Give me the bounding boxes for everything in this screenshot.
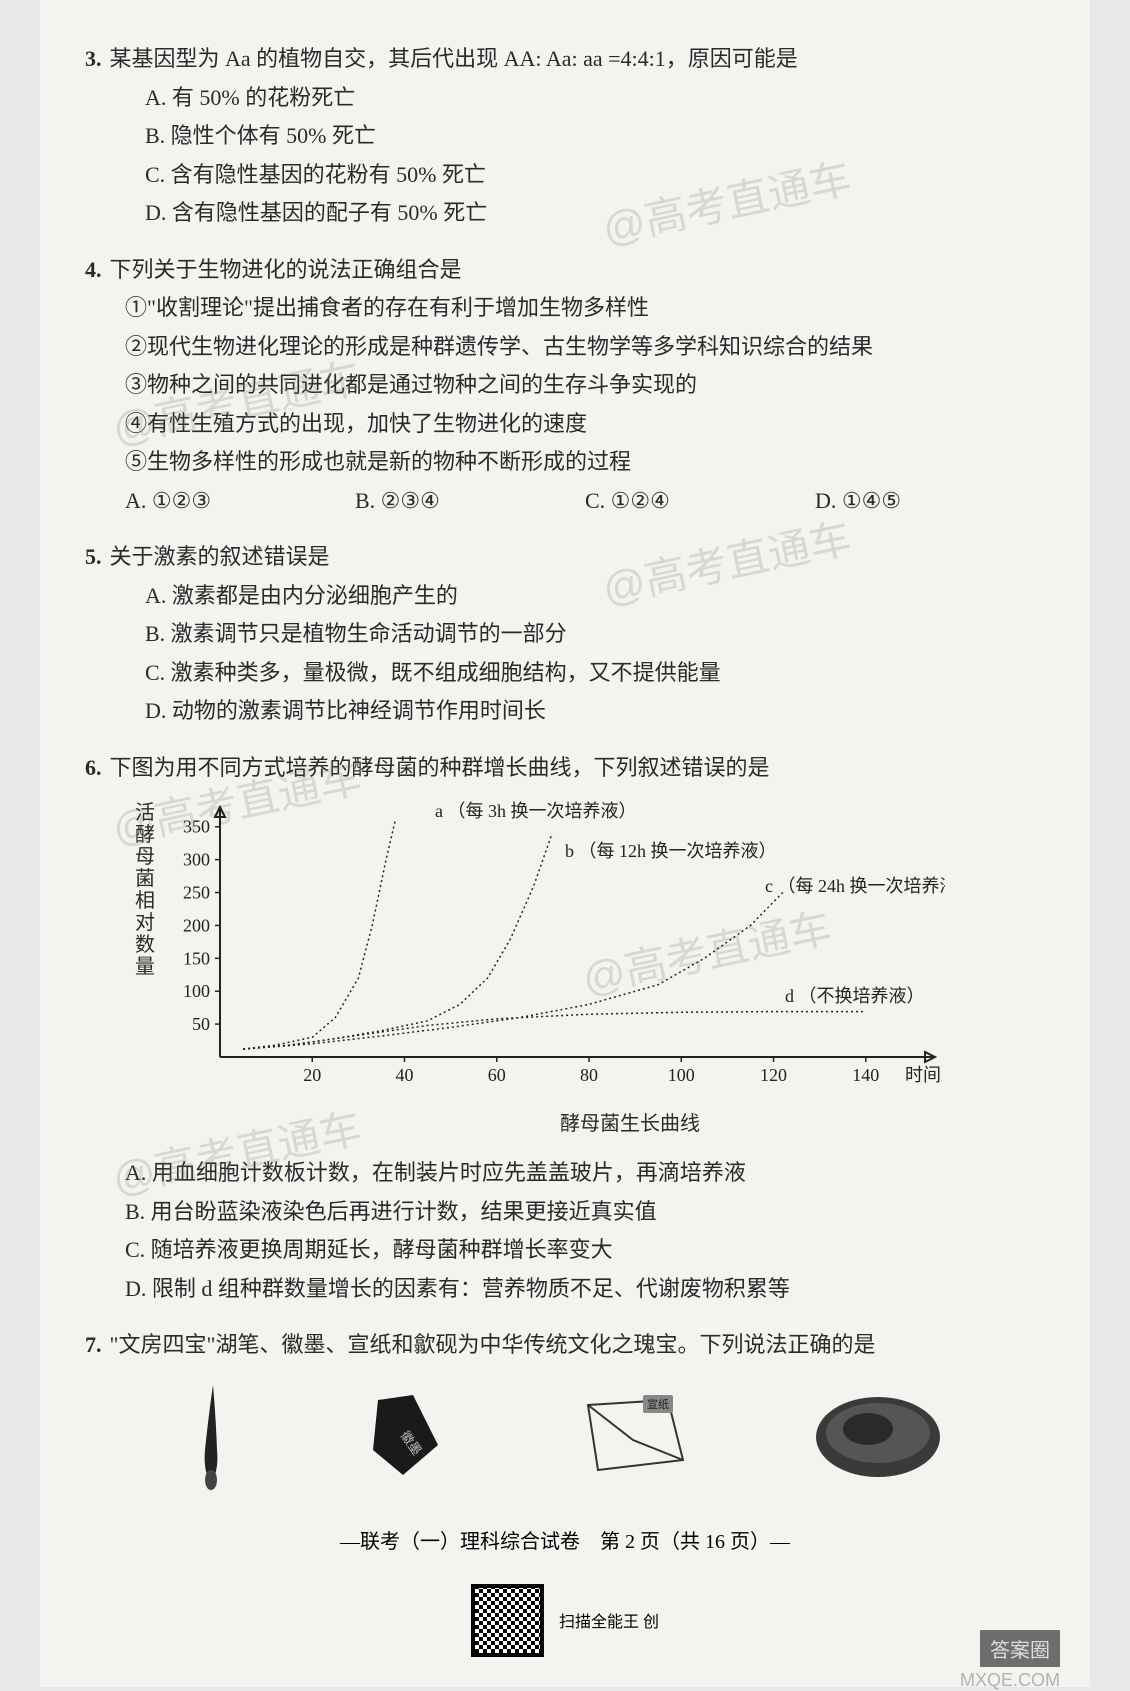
option-a: A. ①②③ [125,482,355,521]
statement-4: ④有性生殖方式的出现，加快了生物进化的速度 [125,405,1045,444]
svg-text:100: 100 [183,981,210,1001]
svg-text:140: 140 [852,1065,879,1085]
svg-text:300: 300 [183,850,210,870]
question-7: 7. "文房四宝"湖笔、徽墨、宣纸和歙砚为中华传统文化之瑰宝。下列说法正确的是 … [85,1326,1045,1505]
growth-curve-chart: 活酵母菌相对数量 5010015020025030035020406080100… [165,797,945,1097]
svg-text:d （不换培养液）: d （不换培养液） [785,986,925,1006]
svg-text:c （每 24h 换一次培养液）: c （每 24h 换一次培养液） [765,876,945,896]
statement-5: ⑤生物多样性的形成也就是新的物种不断形成的过程 [125,443,1045,482]
inline-options: A. ①②③ B. ②③④ C. ①②④ D. ①④⑤ [85,482,1045,521]
question-stem: 下图为用不同方式培养的酵母菌的种群增长曲线，下列叙述错误的是 [110,749,1046,788]
svg-text:40: 40 [396,1065,414,1085]
exam-page: @高考直通车 @高考直通车 @高考直通车 @高考直通车 @高考直通车 @高考直通… [40,0,1090,1687]
qr-row: 扫描全能王 创 [85,1584,1045,1657]
svg-text:100: 100 [668,1065,695,1085]
statement-list: ①"收割理论"提出捕食者的存在有利于增加生物多样性 ②现代生物进化理论的形成是种… [85,289,1045,482]
statement-3: ③物种之间的共同进化都是通过物种之间的生存斗争实现的 [125,366,1045,405]
inkstone-image [808,1387,948,1482]
option-a: A. 激素都是由内分泌细胞产生的 [145,577,1045,616]
ink-image: 徽墨 [358,1390,458,1480]
qr-code-icon [471,1584,544,1657]
option-c: C. 含有隐性基因的花粉有 50% 死亡 [145,156,1045,195]
question-stem: "文房四宝"湖笔、徽墨、宣纸和歙砚为中华传统文化之瑰宝。下列说法正确的是 [110,1326,1046,1365]
question-6: 6. 下图为用不同方式培养的酵母菌的种群增长曲线，下列叙述错误的是 活酵母菌相对… [85,749,1045,1309]
statement-1: ①"收割理论"提出捕食者的存在有利于增加生物多样性 [125,289,1045,328]
statement-2: ②现代生物进化理论的形成是种群遗传学、古生物学等多学科知识综合的结果 [125,328,1045,367]
option-b: B. 激素调节只是植物生命活动调节的一部分 [145,615,1045,654]
svg-text:60: 60 [488,1065,506,1085]
page-footer: —联考（一）理科综合试卷 第 2 页（共 16 页）— [85,1525,1045,1554]
answer-badge: 答案圈 [980,1630,1060,1667]
option-list: A. 激素都是由内分泌细胞产生的 B. 激素调节只是植物生命活动调节的一部分 C… [85,577,1045,731]
svg-text:20: 20 [303,1065,321,1085]
question-stem: 关于激素的叙述错误是 [110,538,1046,577]
question-5: 5. 关于激素的叙述错误是 A. 激素都是由内分泌细胞产生的 B. 激素调节只是… [85,538,1045,731]
option-list: A. 有 50% 的花粉死亡 B. 隐性个体有 50% 死亡 C. 含有隐性基因… [85,79,1045,233]
svg-text:b （每 12h 换一次培养液）: b （每 12h 换一次培养液） [565,841,777,861]
chart-ylabel: 活酵母菌相对数量 [133,802,157,978]
svg-text:50: 50 [192,1014,210,1034]
paper-image: 宣纸 [573,1390,693,1480]
svg-text:200: 200 [183,915,210,935]
svg-text:250: 250 [183,883,210,903]
chart-svg: 50 100 150 200 250 300 350 20 40 60 80 100 120 140 a （… [165,797,945,1097]
question-number: 6. [85,749,102,788]
option-c: C. 激素种类多，量极微，既不组成细胞结构，又不提供能量 [145,654,1045,693]
question-number: 7. [85,1326,102,1365]
brush-image [183,1380,243,1490]
question-stem: 下列关于生物进化的说法正确组合是 [110,251,1046,290]
question-3: 3. 某基因型为 Aa 的植物自交，其后代出现 AA: Aa: aa =4:4:… [85,40,1045,233]
option-a: A. 有 50% 的花粉死亡 [145,79,1045,118]
option-c: C. 随培养液更换周期延长，酵母菌种群增长率变大 [125,1231,1045,1270]
svg-text:350: 350 [183,817,210,837]
chart-caption: 酵母菌生长曲线 [215,1107,1045,1142]
question-number: 4. [85,251,102,290]
option-b: B. 用台盼蓝染液染色后再进行计数，结果更接近真实值 [125,1193,1045,1232]
option-d: D. 限制 d 组种群数量增长的因素有：营养物质不足、代谢废物积累等 [125,1270,1045,1309]
question-stem: 某基因型为 Aa 的植物自交，其后代出现 AA: Aa: aa =4:4:1，原… [110,40,1046,79]
option-list: A. 用血细胞计数板计数，在制装片时应先盖盖玻片，再滴培养液 B. 用台盼蓝染液… [85,1154,1045,1308]
svg-text:宣纸: 宣纸 [647,1397,669,1411]
option-c: C. ①②④ [585,482,815,521]
question-number: 3. [85,40,102,79]
scan-app-label: 扫描全能王 创 [559,1608,659,1632]
site-watermark: MXQE.COM [960,1670,1060,1691]
svg-text:120: 120 [760,1065,787,1085]
svg-text:a （每 3h 换一次培养液）: a （每 3h 换一次培养液） [435,801,637,821]
question-4: 4. 下列关于生物进化的说法正确组合是 ①"收割理论"提出捕食者的存在有利于增加… [85,251,1045,521]
svg-text:80: 80 [580,1065,598,1085]
option-a: A. 用血细胞计数板计数，在制装片时应先盖盖玻片，再滴培养液 [125,1154,1045,1193]
option-b: B. 隐性个体有 50% 死亡 [145,117,1045,156]
option-d: D. 含有隐性基因的配子有 50% 死亡 [145,194,1045,233]
four-treasures-images: 徽墨 宣纸 [85,1365,1045,1505]
option-d: D. ①④⑤ [815,482,1045,521]
question-number: 5. [85,538,102,577]
svg-text:时间（h）: 时间（h） [905,1065,945,1085]
option-b: B. ②③④ [355,482,585,521]
svg-text:150: 150 [183,948,210,968]
option-d: D. 动物的激素调节比神经调节作用时间长 [145,692,1045,731]
